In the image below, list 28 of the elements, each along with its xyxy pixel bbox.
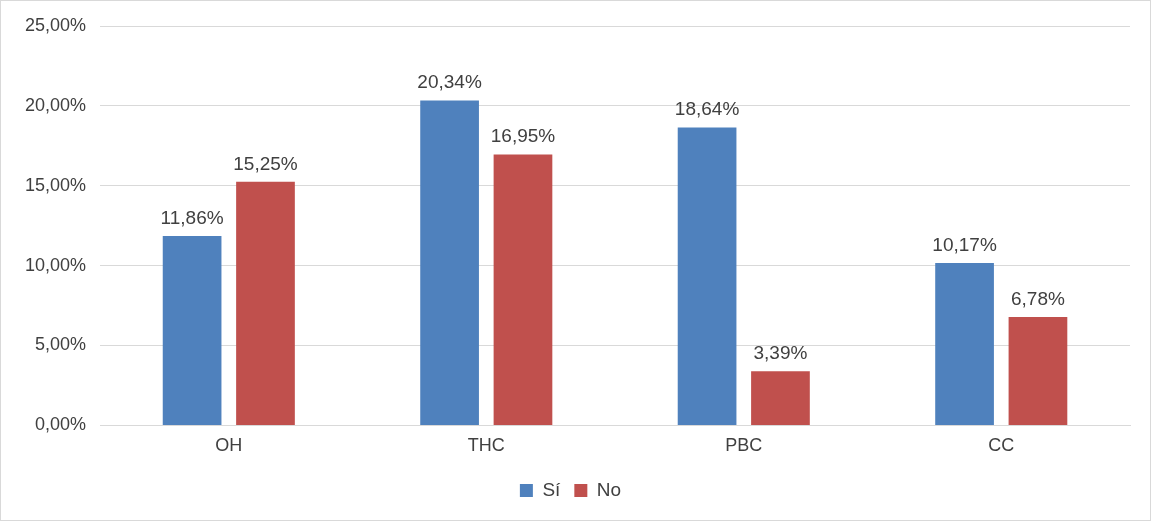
data-label: 10,17% [932,233,997,255]
bar [1008,317,1068,425]
data-label: 16,95% [490,125,556,147]
y-tick-label: 0,00% [35,414,87,435]
y-tick-label: 15,00% [24,174,87,195]
x-tick-label: CC [988,435,1015,456]
bar [677,127,737,425]
legend-label: No [596,478,622,500]
data-label: 18,64% [674,98,740,120]
y-tick-label: 5,00% [35,334,87,355]
data-label: 20,34% [417,71,482,93]
bar [493,154,553,425]
y-tick-label: 25,00% [24,14,87,35]
data-label: 3,39% [753,341,808,363]
bar [236,181,295,425]
x-tick-label: PBC [725,435,763,456]
y-tick-label: 20,00% [24,94,87,115]
x-tick-label: OH [215,435,243,456]
data-label: 11,86% [160,206,224,228]
x-tick-label: THC [467,435,505,456]
bar [162,235,222,425]
data-label: 15,25% [233,152,298,174]
data-label: 6,78% [1011,287,1065,309]
bar [935,262,994,425]
bar [420,100,479,425]
legend-label: Sí [542,478,562,500]
y-tick-label: 10,00% [24,254,87,275]
bar [751,371,810,425]
